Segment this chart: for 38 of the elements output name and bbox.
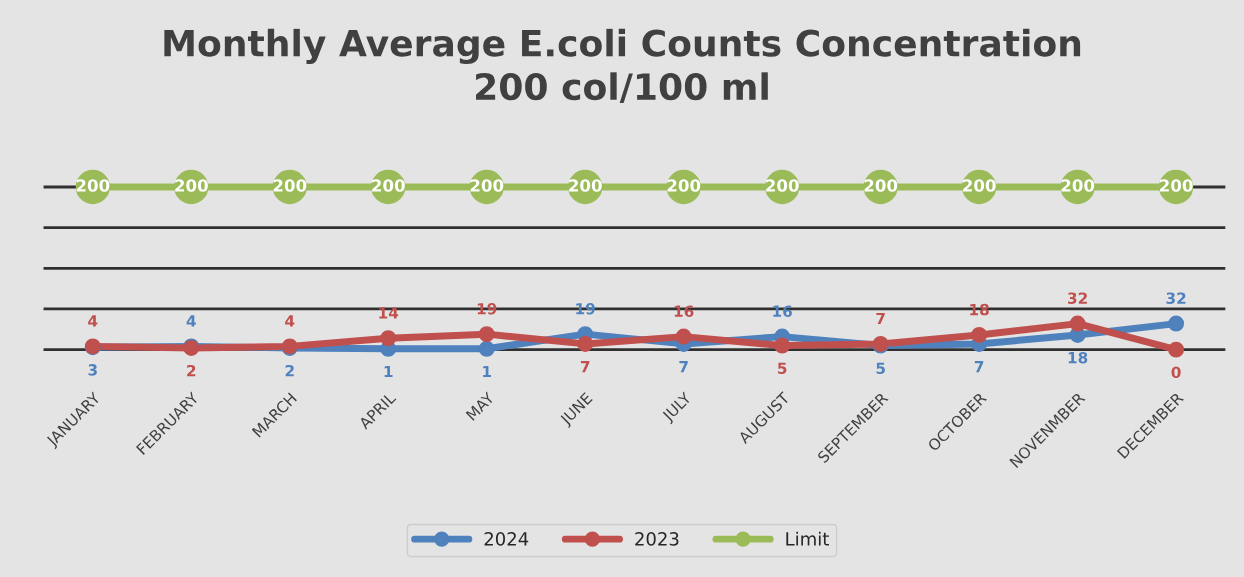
data-label: 4 (88, 315, 98, 327)
data-label: 7 (679, 361, 688, 373)
data-label: 200 (372, 179, 405, 192)
data-label: 4 (186, 315, 196, 327)
data-label: 200 (569, 179, 602, 192)
data-label: 18 (1068, 351, 1088, 364)
data-label: 14 (379, 307, 399, 319)
data-label: 200 (175, 179, 208, 192)
data-label: 5 (778, 362, 787, 375)
data-label: 32 (1068, 292, 1087, 304)
data-label: 200 (273, 179, 307, 192)
data-label: 200 (963, 179, 996, 192)
data-label: 200 (470, 179, 504, 192)
data-label: 2 (187, 364, 196, 377)
data-label: 7 (876, 312, 885, 325)
data-label: 2 (285, 364, 294, 377)
legend-label: Limit (786, 531, 829, 546)
data-label: 1 (483, 365, 491, 378)
legend-label: 2024 (484, 532, 529, 546)
data-label: 4 (285, 315, 295, 327)
data-label: 19 (576, 302, 595, 315)
chart-title: Monthly Average E.coli Counts Concentration 200 col/100 ml (164, 28, 1081, 104)
data-label: 32 (1166, 292, 1186, 304)
data-label: 18 (970, 303, 989, 316)
data-label: 5 (876, 362, 885, 375)
data-label: 200 (864, 179, 898, 192)
data-label: 200 (1061, 179, 1095, 192)
data-label: 7 (580, 361, 590, 373)
data-label: 200 (76, 179, 110, 192)
data-label: 7 (974, 361, 984, 373)
data-label: 200 (766, 179, 799, 192)
data-label: 200 (667, 179, 701, 192)
data-label: 0 (1171, 366, 1181, 379)
data-label: 3 (88, 364, 97, 376)
data-label: 200 (1160, 179, 1193, 192)
legend-label: 2023 (635, 532, 679, 546)
data-label: 19 (477, 302, 497, 315)
data-label: 1 (384, 365, 393, 378)
